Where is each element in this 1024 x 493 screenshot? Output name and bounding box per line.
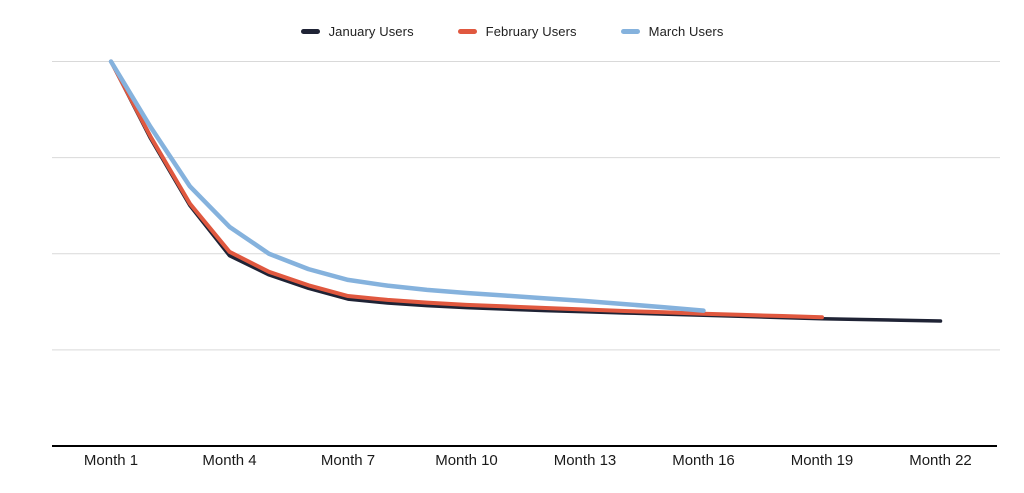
legend-item-march-users: March Users [620,24,724,39]
series-line-january-users [109,59,943,323]
chart-legend: January Users February Users March Users [0,24,1024,39]
x-tick-label-month-19: Month 19 [791,452,854,469]
x-tick-label-month-7: Month 7 [321,452,375,469]
x-tick-label-month-16: Month 16 [672,452,735,469]
x-tick-label-month-1: Month 1 [84,452,138,469]
series-line-march-users [108,59,706,313]
legend-swatch-february-users [457,29,477,34]
legend-item-january-users: January Users [300,24,414,39]
legend-swatch-january-users [300,29,320,34]
x-tick-label-month-13: Month 13 [554,452,617,469]
legend-label-january-users: January Users [328,24,414,39]
legend-item-february-users: February Users [457,24,577,39]
legend-label-february-users: February Users [485,24,577,39]
x-tick-label-month-22: Month 22 [909,452,972,469]
x-tick-label-month-4: Month 4 [202,452,256,469]
legend-swatch-march-users [620,29,640,34]
x-tick-label-month-10: Month 10 [435,452,498,469]
series-line-february-users [109,59,824,320]
legend-label-march-users: March Users [648,24,724,39]
